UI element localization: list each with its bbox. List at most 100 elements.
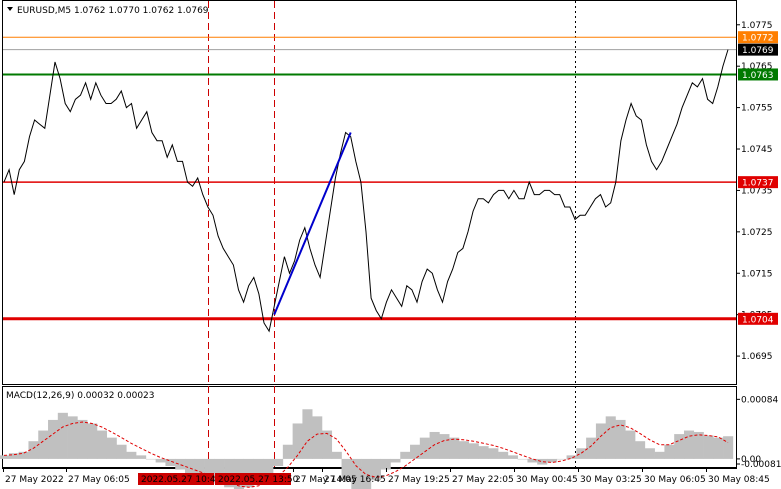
macd-bar — [57, 412, 68, 459]
macd-bar — [468, 443, 479, 459]
macd-bar — [429, 431, 440, 459]
marker-time-bg — [138, 473, 214, 485]
macd-bar — [586, 437, 597, 459]
marker-time-bg — [215, 473, 291, 485]
macd-bar — [282, 444, 293, 459]
macd-bar — [321, 430, 333, 459]
macd-bar — [439, 434, 450, 459]
macd-bar — [28, 441, 39, 459]
macd-bar — [126, 451, 137, 459]
y-tick-label: 1.0715 — [741, 269, 773, 279]
x-tick-label: 30 May 08:45 — [708, 475, 770, 485]
x-tick-label: 30 May 06:05 — [644, 475, 706, 485]
x-tick-label: 27 May 2022 — [5, 475, 64, 485]
x-tick-label: 30 May 03:25 — [580, 475, 642, 485]
y-tick-label: 1.0695 — [741, 352, 773, 362]
macd-bar — [683, 430, 695, 459]
macd-bar — [410, 444, 421, 459]
macd-bar — [517, 458, 528, 460]
macd-bar — [615, 419, 626, 459]
macd-bar — [400, 451, 411, 459]
macd-bar — [664, 444, 675, 459]
y-tick-label: 1.0765 — [741, 62, 773, 72]
macd-bar — [370, 458, 381, 481]
macd-bar — [204, 458, 215, 481]
macd-bar — [0, 455, 10, 459]
macd-bar — [214, 458, 225, 484]
macd-bar — [341, 458, 352, 481]
price-tag-bg — [738, 312, 778, 325]
macd-bar — [693, 431, 704, 459]
main-pane-frame — [2, 0, 737, 385]
macd-bar — [38, 430, 49, 459]
macd-bar — [458, 441, 470, 459]
macd-bar — [18, 451, 29, 459]
macd-bar — [155, 458, 166, 463]
chart-title-group: EURUSD,M5 1.0762 1.0770 1.0762 1.0769 — [7, 6, 209, 16]
x-tick-label: 27 May 22:05 — [452, 475, 514, 485]
macd-y-tick-label: 0.00084 — [741, 395, 778, 405]
macd-bar — [292, 423, 303, 459]
price-tag-1.0737: 1.0737 — [742, 179, 774, 189]
y-tick-label: 1.0725 — [741, 228, 773, 238]
macd-bar — [635, 441, 646, 459]
macd-bar — [498, 451, 509, 459]
price-tag-1.0769: 1.0769 — [742, 46, 774, 56]
trend-line[interactable] — [273, 132, 352, 316]
macd-bar — [67, 416, 78, 459]
macd-bar — [87, 423, 98, 459]
macd-bar — [77, 419, 88, 459]
marker-time-label: 2022.05.27 10:40 — [141, 475, 222, 485]
macd-bar — [380, 458, 391, 470]
marker-time-label: 2022.05.27 13:50 — [218, 475, 299, 485]
macd-bar — [8, 453, 19, 459]
macd-bar — [547, 458, 558, 463]
macd-title: MACD(12,26,9) 0.00032 0.00023 — [6, 391, 155, 401]
macd-bar — [116, 444, 127, 459]
macd-bar — [361, 458, 372, 489]
macd-bar — [390, 458, 401, 463]
macd-bar — [674, 434, 685, 459]
macd-bar — [312, 416, 323, 459]
macd-bar — [556, 458, 567, 460]
macd-bar — [165, 458, 176, 466]
price-tag-1.0763: 1.0763 — [742, 71, 774, 81]
macd-bar — [194, 458, 205, 477]
x-tick-label: 30 May 00:45 — [516, 475, 578, 485]
price-line — [3, 49, 729, 333]
macd-bar — [419, 437, 430, 459]
x-tick-label: 27 May 14:05 — [295, 475, 357, 485]
price-tag-bg — [738, 68, 778, 81]
x-tick-label: 27 May 19:25 — [388, 475, 450, 485]
macd-bar — [527, 458, 538, 463]
macd-bar — [625, 430, 636, 459]
macd-bar — [537, 458, 548, 465]
macd-bar — [145, 458, 156, 460]
macd-bar — [488, 448, 499, 459]
macd-bar — [185, 458, 196, 474]
chart-title: EURUSD,M5 1.0762 1.0770 1.0762 1.0769 — [17, 6, 209, 16]
macd-bar — [175, 458, 186, 470]
price-tag-1.0704: 1.0704 — [742, 315, 774, 325]
macd-bar — [566, 455, 577, 459]
macd-y-tick-label: -0.00081 — [741, 460, 781, 470]
x-tick-label: 27 May 16:45 — [324, 475, 386, 485]
macd-bar — [605, 416, 616, 459]
price-tag-bg — [738, 176, 778, 189]
macd-bar — [273, 458, 284, 466]
macd-y-tick-label: 0.00 — [741, 455, 761, 465]
macd-bar — [48, 419, 59, 459]
macd-bar — [96, 430, 108, 459]
macd-bar — [478, 446, 489, 459]
macd-bar — [351, 458, 362, 489]
macd-bar — [507, 455, 518, 459]
macd-bar — [331, 451, 342, 459]
y-tick-label: 1.0775 — [741, 21, 773, 31]
triangle-down-icon[interactable] — [7, 7, 13, 11]
x-tick-label: 27 May 06:05 — [68, 475, 130, 485]
macd-bar — [595, 423, 607, 459]
macd-bar — [302, 409, 313, 459]
price-tag-bg — [738, 31, 778, 44]
macd-bar — [654, 451, 665, 459]
